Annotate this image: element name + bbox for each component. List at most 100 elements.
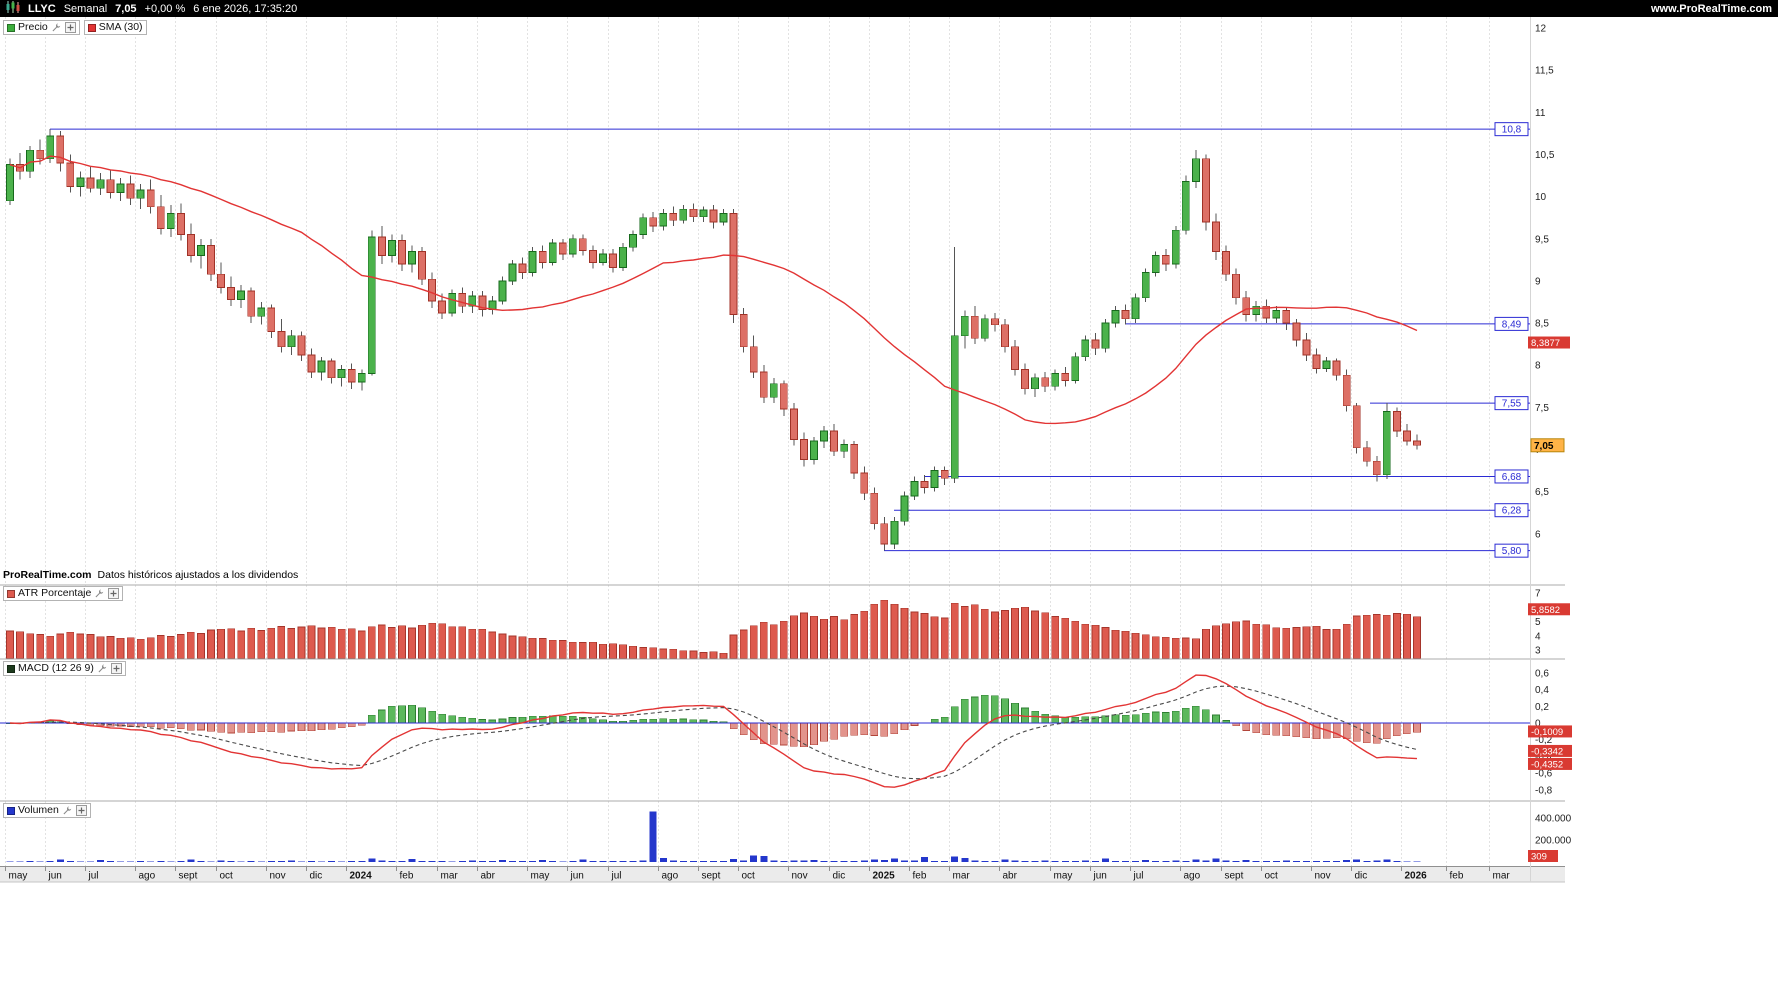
volume-chip[interactable]: Volumen (3, 803, 91, 818)
candle-body (66, 162, 75, 187)
candle-body (227, 287, 236, 300)
candle-body (729, 213, 738, 316)
sma-value: 8,3877 (1531, 338, 1560, 349)
candle-body (1372, 460, 1381, 476)
atr-bar (398, 625, 406, 659)
candle-body (548, 242, 557, 263)
candle-body (558, 242, 567, 255)
price-axis: 1211,51110,5109,598,587,576,5610,88,497,… (1494, 24, 1570, 558)
volume-bar (659, 858, 667, 862)
wrench-icon[interactable] (97, 663, 108, 674)
volume-bar (770, 860, 778, 862)
atr-bar (1292, 627, 1301, 659)
atr-bar (1181, 637, 1190, 659)
candle-body (1232, 273, 1240, 299)
macd-hist-bar (900, 722, 909, 731)
atr-bar (739, 629, 748, 659)
axis-tick: 5 (1535, 617, 1541, 628)
macd-hist-bar (790, 722, 798, 747)
volume-bar (880, 860, 888, 862)
volume-bar (197, 861, 205, 862)
wrench-icon[interactable] (51, 22, 62, 33)
volume-bar (689, 861, 697, 862)
volume-bar (217, 860, 225, 862)
volume-bar (629, 860, 637, 862)
volume-bar (971, 860, 979, 862)
atr-bar (1021, 606, 1029, 659)
volume-bar (418, 861, 426, 862)
atr-bar (800, 612, 808, 659)
candle-body (689, 208, 698, 218)
atr-bar (1252, 623, 1261, 659)
volume-bar (348, 861, 356, 862)
atr-bar (629, 645, 637, 659)
volume-bar (589, 861, 597, 862)
volume-bar (1333, 861, 1341, 862)
volume-color-swatch (7, 806, 15, 815)
volume-bar (1152, 860, 1160, 862)
candle-body (980, 318, 989, 339)
volume-bar (1182, 860, 1190, 862)
macd-hist-bar (1041, 713, 1049, 724)
atr-bar (890, 604, 899, 659)
candle-body (1322, 360, 1331, 369)
candle-body (1181, 181, 1190, 231)
atr-bar (1202, 628, 1210, 659)
wrench-icon[interactable] (94, 588, 105, 599)
atr-bar (508, 635, 517, 659)
axis-tick: 8,5 (1535, 319, 1549, 330)
sma-chip[interactable]: SMA (30) (83, 20, 147, 35)
atr-bar (810, 615, 818, 659)
volume-bar (790, 860, 798, 862)
volume-bar (850, 860, 858, 862)
atr-bar (428, 623, 436, 659)
atr-chip[interactable]: ATR Porcentaje (3, 586, 124, 601)
macd-hist-bar (1111, 714, 1120, 724)
atr-bar (187, 631, 195, 659)
candle-body (76, 177, 85, 187)
atr-bar (1342, 623, 1351, 659)
prorealtime-link[interactable]: www.ProRealTime.com (1650, 2, 1772, 15)
add-icon[interactable] (64, 22, 76, 33)
volume-bar (1383, 859, 1391, 862)
price-panel (6, 128, 1530, 552)
macd-hist-bar (177, 722, 185, 729)
macd-chip[interactable]: MACD (12 26 9) (3, 661, 126, 676)
wrench-icon[interactable] (62, 805, 73, 816)
add-icon[interactable] (108, 588, 120, 599)
macd-hist-bar (1252, 722, 1260, 734)
candle-body (438, 300, 447, 314)
level-label-box (1494, 503, 1529, 518)
macd-hist-bar (1131, 714, 1140, 724)
candle-body (418, 250, 426, 280)
macd-hist-bar (257, 722, 266, 733)
atr-bar (1393, 613, 1401, 659)
price-series-chip[interactable]: Precio (3, 20, 80, 35)
atr-bar (478, 628, 487, 659)
candle-body (428, 278, 437, 302)
macd-hist-bar (669, 718, 678, 724)
month-label: jun (48, 871, 62, 882)
atr-bar (1061, 617, 1070, 659)
macd-hist-bar (207, 722, 215, 732)
add-icon[interactable] (75, 805, 87, 816)
volume-bar (830, 861, 838, 862)
volume-bar (1162, 861, 1170, 862)
macd-hist-bar (1292, 722, 1301, 738)
macd-axis: 0,6 0,4 0,2 0 -0,2 -0,4 -0,6 -0,8 -0,1009 -0,3342… (1528, 668, 1572, 796)
candle-body (247, 290, 256, 317)
candle-body (1161, 255, 1170, 265)
axis-tick: 11 (1535, 108, 1546, 119)
candles (6, 129, 1421, 551)
volume-bar (1061, 861, 1069, 862)
atr-bar (96, 636, 105, 659)
volume-value-box (1528, 850, 1558, 862)
atr-bar (317, 627, 326, 659)
macd-hist-bar (820, 722, 828, 742)
volume-bar (318, 861, 326, 862)
candle-body (387, 240, 396, 257)
axis-tick: 10 (1535, 192, 1547, 203)
macd-hist-bar (860, 722, 869, 736)
add-icon[interactable] (110, 663, 122, 674)
